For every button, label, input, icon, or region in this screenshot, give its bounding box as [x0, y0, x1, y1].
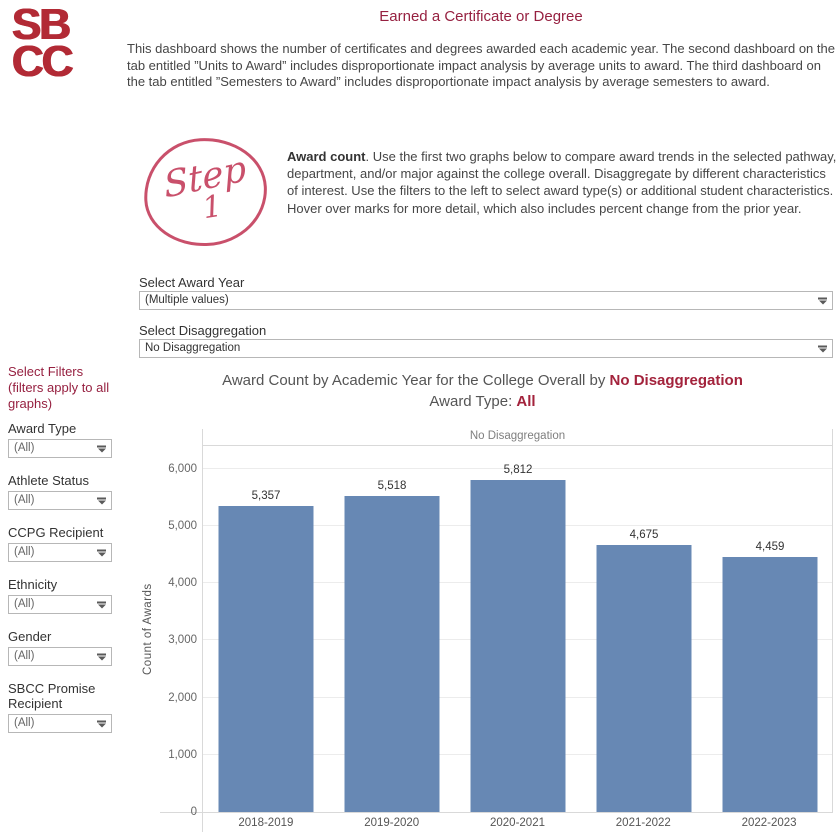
filter-select[interactable]: (All) — [8, 595, 112, 614]
filter-select[interactable]: (All) — [8, 647, 112, 666]
filter-group: Award Type (All) — [8, 421, 112, 458]
y-axis-ticks: 0 1,000 2,000 3,000 4,000 5,000 6,000 — [150, 446, 197, 818]
filter-label: Gender — [8, 629, 52, 644]
chart-panel-header: No Disaggregation — [202, 429, 833, 446]
filter-label: SBCC Promise Recipient — [8, 681, 96, 711]
bar[interactable] — [722, 557, 818, 812]
panel-border-right — [832, 429, 833, 812]
logo-line1: SB — [12, 0, 71, 49]
x-axis-category-label: 2018-2019 — [238, 817, 294, 829]
step-description-lead: Award count — [287, 149, 366, 164]
filter-select[interactable]: (All) — [8, 714, 112, 733]
chevron-down-icon — [97, 601, 106, 608]
chevron-down-icon — [97, 549, 106, 556]
x-axis-category-label: 2021-2022 — [615, 817, 671, 829]
filter-label: Award Type — [8, 421, 77, 436]
chevron-down-icon — [97, 653, 106, 660]
chart-subtitle-plain: Award Type: — [429, 393, 517, 410]
filter-value: (All) — [14, 598, 35, 610]
chart-title-plain: Award Count by Academic Year for the Col… — [222, 372, 610, 389]
bar-group: 5,812 — [455, 446, 581, 812]
bar[interactable] — [344, 496, 440, 812]
gridline — [203, 467, 832, 469]
y-tick-label: 4,000 — [168, 577, 197, 590]
bar-group: 4,675 — [581, 446, 707, 812]
chart-subtitle-highlight: All — [516, 393, 536, 410]
award-year-label: Select Award Year — [139, 275, 245, 290]
bar-value-label: 4,675 — [629, 528, 659, 541]
y-tick-label: 6,000 — [168, 462, 197, 475]
bar-value-label: 5,812 — [503, 463, 533, 476]
axis-divider-left — [202, 429, 203, 832]
bar-group: 4,459 — [707, 446, 833, 812]
x-axis-category-label: 2022-2023 — [741, 817, 797, 829]
chart-title-line2: Award Type: All — [130, 391, 835, 412]
award-year-select[interactable]: (Multiple values) — [139, 291, 833, 310]
filters-heading: Select Filters (filters apply to all gra… — [8, 364, 110, 411]
chevron-down-icon — [818, 345, 827, 352]
filters-sidebar: Select Filters (filters apply to all gra… — [8, 364, 112, 748]
chevron-down-icon — [818, 297, 827, 304]
bar[interactable] — [218, 505, 314, 812]
filter-label: Athlete Status — [8, 473, 89, 488]
filter-value: (All) — [14, 494, 35, 506]
y-tick-label: 3,000 — [168, 634, 197, 647]
award-year-value: (Multiple values) — [145, 294, 229, 306]
y-tick-label: 1,000 — [168, 748, 197, 761]
filter-group: Athlete Status (All) — [8, 473, 112, 510]
filter-select[interactable]: (All) — [8, 543, 112, 562]
y-tick-label: 0 — [190, 806, 197, 818]
logo-line2: CC — [12, 37, 74, 86]
page-title: Earned a Certificate or Degree — [379, 8, 583, 25]
chevron-down-icon — [97, 497, 106, 504]
x-axis-labels: 2018-2019 2019-2020 2020-2021 2021-2022 2022… — [203, 817, 832, 829]
chevron-down-icon — [97, 720, 106, 727]
bar-value-label: 5,518 — [377, 480, 407, 493]
bar-value-label: 4,459 — [755, 541, 785, 554]
bar-group: 5,357 — [203, 446, 329, 812]
chart-title: Award Count by Academic Year for the Col… — [130, 370, 835, 412]
filter-value: (All) — [14, 717, 35, 729]
chart-title-line1: Award Count by Academic Year for the Col… — [130, 370, 835, 391]
chevron-down-icon — [97, 445, 106, 452]
filter-value: (All) — [14, 650, 35, 662]
bar[interactable] — [470, 479, 566, 812]
step-badge-number: 1 — [200, 188, 225, 227]
disaggregation-label: Select Disaggregation — [139, 323, 267, 338]
disaggregation-select[interactable]: No Disaggregation — [139, 339, 833, 358]
filter-group: Gender (All) — [8, 629, 112, 666]
bar-value-label: 5,357 — [251, 489, 281, 502]
filter-label: Ethnicity — [8, 577, 58, 592]
intro-text: This dashboard shows the number of certi… — [127, 41, 835, 89]
x-axis-category-label: 2020-2021 — [489, 817, 545, 829]
step-description: Award count. Use the first two graphs be… — [287, 148, 838, 217]
filter-select[interactable]: (All) — [8, 439, 112, 458]
bar-chart-plot-area: 5,357 5,518 5,812 4,675 4,459 — [203, 446, 832, 812]
bar-group: 5,518 — [329, 446, 455, 812]
filter-value: (All) — [14, 442, 35, 454]
x-axis-line — [160, 812, 833, 813]
step-1-badge: Step 1 — [141, 134, 270, 250]
filter-value: (All) — [14, 546, 35, 558]
y-tick-label: 2,000 — [168, 691, 197, 704]
filter-group: Ethnicity (All) — [8, 577, 112, 614]
step-description-text: . Use the first two graphs below to comp… — [287, 149, 837, 216]
filter-list: Award Type (All) Athlete Status (All) CCPG R… — [8, 421, 112, 733]
chart-title-highlight: No Disaggregation — [609, 372, 743, 389]
disaggregation-value: No Disaggregation — [145, 342, 241, 354]
filter-group: SBCC Promise Recipient (All) — [8, 681, 112, 733]
x-axis-category-label: 2019-2020 — [364, 817, 420, 829]
sbcc-logo: SB CC — [12, 0, 74, 86]
filter-group: CCPG Recipient (All) — [8, 525, 112, 562]
filter-select[interactable]: (All) — [8, 491, 112, 510]
y-tick-label: 5,000 — [168, 520, 197, 533]
bar[interactable] — [596, 544, 692, 812]
filter-label: CCPG Recipient — [8, 525, 104, 540]
